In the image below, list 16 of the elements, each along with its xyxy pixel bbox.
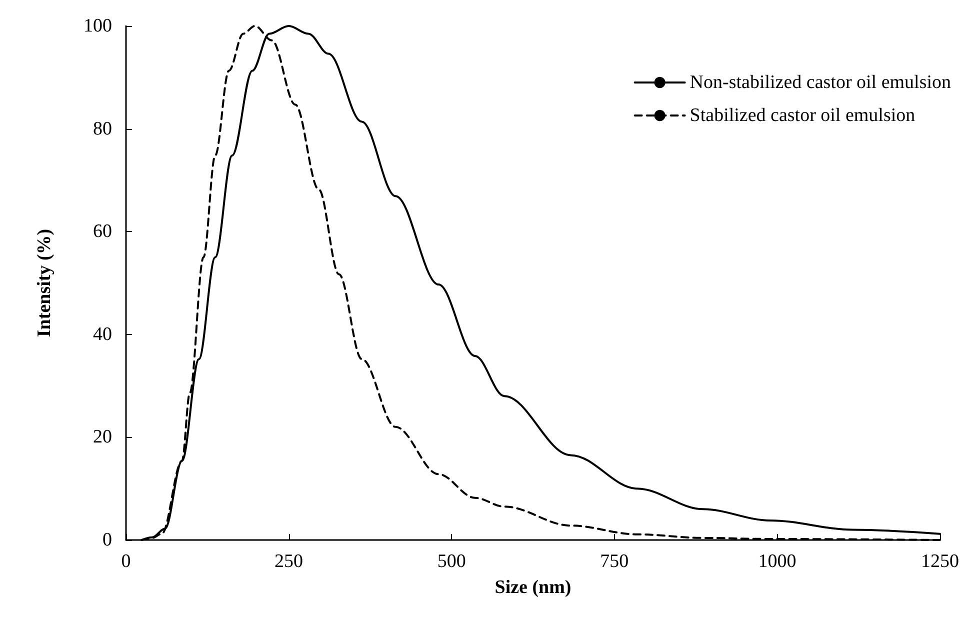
x-tick-label: 750 <box>600 551 629 572</box>
y-tick-label: 0 <box>102 530 112 550</box>
x-tick-label: 250 <box>274 551 304 572</box>
y-axis-title: Intensity (%) <box>34 228 55 338</box>
y-tick-label: 40 <box>93 324 112 345</box>
y-tick-label: 80 <box>93 118 112 140</box>
legend-label: Stabilized castor oil emulsion <box>690 105 916 126</box>
x-tick-label: 500 <box>437 551 466 572</box>
y-tick-label: 20 <box>93 426 112 448</box>
x-tick-label: 0 <box>121 551 131 572</box>
x-tick-label: 1250 <box>921 551 959 572</box>
x-tick-label: 1000 <box>758 551 796 572</box>
y-tick-label: 100 <box>84 16 112 36</box>
legend-label: Non-stabilized castor oil emulsion <box>690 72 952 93</box>
x-axis-title: Size (nm) <box>494 577 572 598</box>
y-tick-label: 60 <box>93 221 112 242</box>
